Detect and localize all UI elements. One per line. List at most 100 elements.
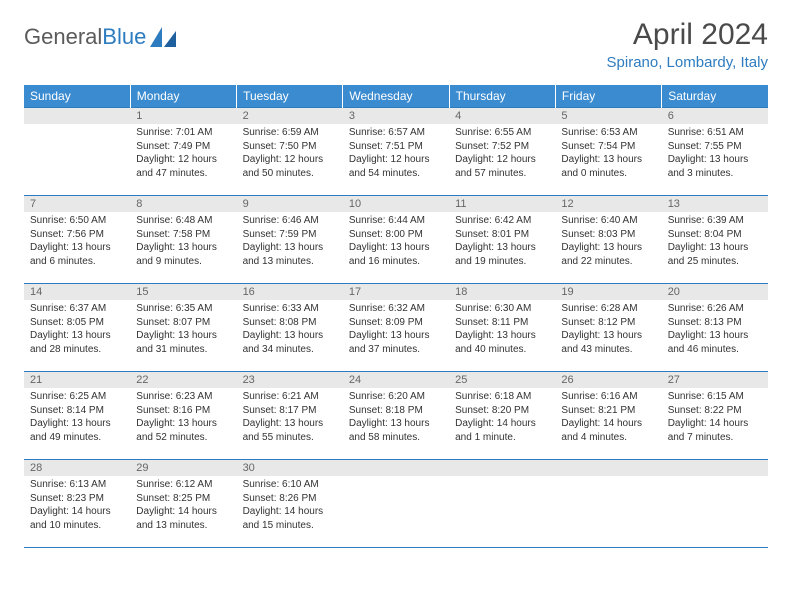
calendar-day: 30Sunrise: 6:10 AMSunset: 8:26 PMDayligh… [237, 460, 343, 548]
title-block: April 2024 Spirano, Lombardy, Italy [607, 18, 768, 71]
day-details: Sunrise: 6:18 AMSunset: 8:20 PMDaylight:… [449, 388, 555, 446]
calendar-day: 22Sunrise: 6:23 AMSunset: 8:16 PMDayligh… [130, 372, 236, 460]
day-details: Sunrise: 6:37 AMSunset: 8:05 PMDaylight:… [24, 300, 130, 358]
weekday-header: Thursday [449, 85, 555, 108]
day-number: 14 [24, 284, 130, 300]
day-number: 17 [343, 284, 449, 300]
day-details: Sunrise: 6:51 AMSunset: 7:55 PMDaylight:… [662, 124, 768, 182]
day-details: Sunrise: 6:21 AMSunset: 8:17 PMDaylight:… [237, 388, 343, 446]
month-title: April 2024 [607, 18, 768, 52]
calendar-day: 3Sunrise: 6:57 AMSunset: 7:51 PMDaylight… [343, 108, 449, 196]
day-details: Sunrise: 6:46 AMSunset: 7:59 PMDaylight:… [237, 212, 343, 270]
calendar-day: 23Sunrise: 6:21 AMSunset: 8:17 PMDayligh… [237, 372, 343, 460]
day-number: 20 [662, 284, 768, 300]
calendar-row: 7Sunrise: 6:50 AMSunset: 7:56 PMDaylight… [24, 196, 768, 284]
calendar-row: 28Sunrise: 6:13 AMSunset: 8:23 PMDayligh… [24, 460, 768, 548]
calendar-head: SundayMondayTuesdayWednesdayThursdayFrid… [24, 85, 768, 108]
day-details: Sunrise: 6:39 AMSunset: 8:04 PMDaylight:… [662, 212, 768, 270]
weekday-header: Wednesday [343, 85, 449, 108]
day-details: Sunrise: 6:15 AMSunset: 8:22 PMDaylight:… [662, 388, 768, 446]
day-number: 2 [237, 108, 343, 124]
day-number: 4 [449, 108, 555, 124]
calendar-day-empty [555, 460, 661, 548]
day-number: 24 [343, 372, 449, 388]
weekday-header: Tuesday [237, 85, 343, 108]
calendar-day: 9Sunrise: 6:46 AMSunset: 7:59 PMDaylight… [237, 196, 343, 284]
logo-text-blue: Blue [102, 24, 146, 50]
calendar-day: 12Sunrise: 6:40 AMSunset: 8:03 PMDayligh… [555, 196, 661, 284]
calendar-day: 10Sunrise: 6:44 AMSunset: 8:00 PMDayligh… [343, 196, 449, 284]
calendar-day-empty [343, 460, 449, 548]
calendar-row: 21Sunrise: 6:25 AMSunset: 8:14 PMDayligh… [24, 372, 768, 460]
logo-sail-icon [150, 27, 176, 47]
day-details: Sunrise: 6:23 AMSunset: 8:16 PMDaylight:… [130, 388, 236, 446]
calendar-day: 5Sunrise: 6:53 AMSunset: 7:54 PMDaylight… [555, 108, 661, 196]
weekday-header: Friday [555, 85, 661, 108]
calendar-day: 13Sunrise: 6:39 AMSunset: 8:04 PMDayligh… [662, 196, 768, 284]
calendar-day: 17Sunrise: 6:32 AMSunset: 8:09 PMDayligh… [343, 284, 449, 372]
calendar-day: 24Sunrise: 6:20 AMSunset: 8:18 PMDayligh… [343, 372, 449, 460]
header: GeneralBlue April 2024 Spirano, Lombardy… [24, 18, 768, 71]
day-number: 1 [130, 108, 236, 124]
calendar-day: 27Sunrise: 6:15 AMSunset: 8:22 PMDayligh… [662, 372, 768, 460]
day-number: 9 [237, 196, 343, 212]
calendar-day: 18Sunrise: 6:30 AMSunset: 8:11 PMDayligh… [449, 284, 555, 372]
day-number: 5 [555, 108, 661, 124]
day-number: 15 [130, 284, 236, 300]
day-number: 30 [237, 460, 343, 476]
day-number: 27 [662, 372, 768, 388]
day-number: 26 [555, 372, 661, 388]
weekday-header: Sunday [24, 85, 130, 108]
day-details: Sunrise: 6:42 AMSunset: 8:01 PMDaylight:… [449, 212, 555, 270]
day-number: 16 [237, 284, 343, 300]
calendar-day-empty [24, 108, 130, 196]
calendar-day: 16Sunrise: 6:33 AMSunset: 8:08 PMDayligh… [237, 284, 343, 372]
calendar-day: 28Sunrise: 6:13 AMSunset: 8:23 PMDayligh… [24, 460, 130, 548]
calendar-day: 29Sunrise: 6:12 AMSunset: 8:25 PMDayligh… [130, 460, 236, 548]
calendar-day: 11Sunrise: 6:42 AMSunset: 8:01 PMDayligh… [449, 196, 555, 284]
day-details: Sunrise: 6:35 AMSunset: 8:07 PMDaylight:… [130, 300, 236, 358]
day-number: 28 [24, 460, 130, 476]
calendar-day: 14Sunrise: 6:37 AMSunset: 8:05 PMDayligh… [24, 284, 130, 372]
day-number: 19 [555, 284, 661, 300]
day-details: Sunrise: 6:25 AMSunset: 8:14 PMDaylight:… [24, 388, 130, 446]
day-details: Sunrise: 6:48 AMSunset: 7:58 PMDaylight:… [130, 212, 236, 270]
day-number: 8 [130, 196, 236, 212]
calendar-day: 6Sunrise: 6:51 AMSunset: 7:55 PMDaylight… [662, 108, 768, 196]
calendar-day-empty [449, 460, 555, 548]
day-details: Sunrise: 6:33 AMSunset: 8:08 PMDaylight:… [237, 300, 343, 358]
day-details: Sunrise: 6:12 AMSunset: 8:25 PMDaylight:… [130, 476, 236, 534]
day-number: 10 [343, 196, 449, 212]
day-details: Sunrise: 6:50 AMSunset: 7:56 PMDaylight:… [24, 212, 130, 270]
day-number: 3 [343, 108, 449, 124]
day-details: Sunrise: 6:16 AMSunset: 8:21 PMDaylight:… [555, 388, 661, 446]
day-number: 11 [449, 196, 555, 212]
day-details: Sunrise: 6:30 AMSunset: 8:11 PMDaylight:… [449, 300, 555, 358]
day-details: Sunrise: 6:26 AMSunset: 8:13 PMDaylight:… [662, 300, 768, 358]
location: Spirano, Lombardy, Italy [607, 54, 768, 71]
day-number: 21 [24, 372, 130, 388]
calendar-day: 25Sunrise: 6:18 AMSunset: 8:20 PMDayligh… [449, 372, 555, 460]
day-details: Sunrise: 6:44 AMSunset: 8:00 PMDaylight:… [343, 212, 449, 270]
calendar-day: 4Sunrise: 6:55 AMSunset: 7:52 PMDaylight… [449, 108, 555, 196]
calendar-body: 1Sunrise: 7:01 AMSunset: 7:49 PMDaylight… [24, 108, 768, 549]
day-number: 25 [449, 372, 555, 388]
day-number: 6 [662, 108, 768, 124]
calendar: SundayMondayTuesdayWednesdayThursdayFrid… [24, 85, 768, 548]
calendar-day-empty [662, 460, 768, 548]
calendar-day: 20Sunrise: 6:26 AMSunset: 8:13 PMDayligh… [662, 284, 768, 372]
day-details: Sunrise: 6:20 AMSunset: 8:18 PMDaylight:… [343, 388, 449, 446]
calendar-day: 2Sunrise: 6:59 AMSunset: 7:50 PMDaylight… [237, 108, 343, 196]
day-number: 12 [555, 196, 661, 212]
day-number: 18 [449, 284, 555, 300]
calendar-day: 21Sunrise: 6:25 AMSunset: 8:14 PMDayligh… [24, 372, 130, 460]
day-details: Sunrise: 6:13 AMSunset: 8:23 PMDaylight:… [24, 476, 130, 534]
calendar-day: 7Sunrise: 6:50 AMSunset: 7:56 PMDaylight… [24, 196, 130, 284]
day-details: Sunrise: 6:59 AMSunset: 7:50 PMDaylight:… [237, 124, 343, 182]
weekday-header: Monday [130, 85, 236, 108]
day-details: Sunrise: 6:28 AMSunset: 8:12 PMDaylight:… [555, 300, 661, 358]
day-number: 29 [130, 460, 236, 476]
day-details: Sunrise: 6:40 AMSunset: 8:03 PMDaylight:… [555, 212, 661, 270]
weekday-header: Saturday [662, 85, 768, 108]
logo: GeneralBlue [24, 18, 176, 50]
